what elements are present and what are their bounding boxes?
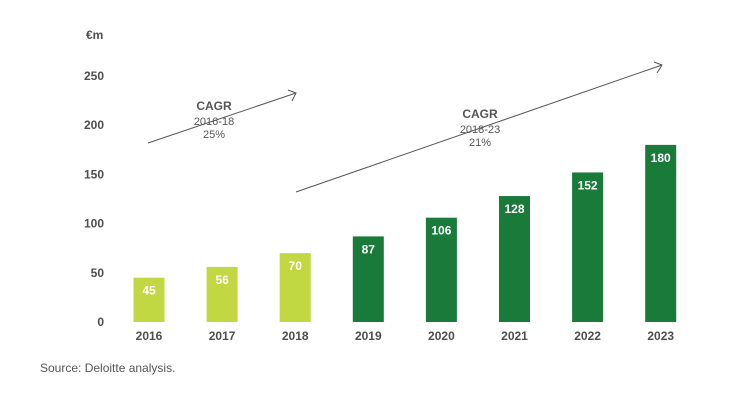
cagr-annotation-2016-18: CAGR 2016-18 25% (147, 89, 297, 144)
cagr-arrow-line-2016-18 (147, 92, 297, 144)
x-axis-ticks: 2016 2017 2018 2019 2020 2021 2022 2023 (136, 329, 675, 343)
bar-2017 (206, 266, 238, 322)
y-tick-label-250: 250 (84, 69, 104, 83)
x-tick-label-2020: 2020 (428, 329, 455, 343)
bar-value-label-2021: 128 (504, 202, 524, 216)
y-tick-label-100: 100 (84, 217, 104, 231)
cagr-annotation-2018-23: CAGR 2018-23 21% (295, 61, 663, 193)
x-tick-label-2017: 2017 (209, 329, 236, 343)
bars: 45 56 70 87 106 128 152 180 (133, 144, 677, 322)
y-tick-label-0: 0 (97, 315, 104, 329)
bar-2022 (572, 172, 604, 322)
bar-value-label-2019: 87 (362, 242, 376, 256)
x-tick-label-2023: 2023 (647, 329, 674, 343)
x-tick-label-2016: 2016 (136, 329, 163, 343)
y-tick-label-200: 200 (84, 118, 104, 132)
bar-2021 (499, 196, 530, 322)
bar-2018 (279, 253, 311, 322)
x-tick-label-2018: 2018 (282, 329, 309, 343)
bar-value-label-2018: 70 (289, 259, 303, 273)
y-tick-label-50: 50 (91, 266, 105, 280)
cagr-arrowhead-2018-23 (653, 61, 663, 74)
cagr-rate-2018-23: 21% (469, 137, 491, 149)
x-tick-label-2022: 2022 (574, 329, 601, 343)
bar-value-label-2023: 180 (651, 151, 671, 165)
bar-value-label-2020: 106 (431, 224, 451, 238)
bar-value-label-2016: 45 (142, 284, 156, 298)
bar-2020 (425, 217, 457, 322)
cagr-rate-2016-18: 25% (203, 129, 225, 141)
cagr-title-2016-18: CAGR (196, 99, 232, 113)
bar-2023 (645, 144, 677, 322)
bar-value-label-2022: 152 (578, 178, 598, 192)
cagr-period-2016-18: 2016-18 (194, 116, 234, 128)
bar-value-label-2017: 56 (215, 273, 229, 287)
cagr-arrow-line-2018-23 (295, 64, 663, 193)
cagr-arrowhead-2016-18 (287, 89, 297, 102)
x-tick-label-2021: 2021 (501, 329, 528, 343)
source-note: Source: Deloitte analysis. (40, 361, 176, 375)
cagr-title-2018-23: CAGR (462, 107, 498, 121)
y-tick-label-150: 150 (84, 167, 104, 181)
bar-2019 (352, 236, 384, 322)
cagr-period-2018-23: 2018-23 (460, 124, 500, 136)
x-tick-label-2019: 2019 (355, 329, 382, 343)
bar-2016 (133, 277, 165, 322)
y-axis-unit-label: €m (86, 28, 103, 42)
y-axis-ticks: 0 50 100 150 200 250 (84, 69, 104, 329)
